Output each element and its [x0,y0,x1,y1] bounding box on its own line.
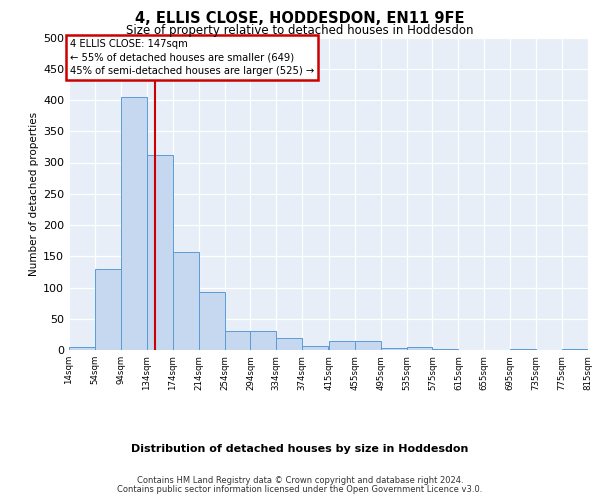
Bar [69,347,95,350]
Bar [95,269,121,350]
Text: 4, ELLIS CLOSE, HODDESDON, EN11 9FE: 4, ELLIS CLOSE, HODDESDON, EN11 9FE [135,11,465,26]
Text: Size of property relative to detached houses in Hoddesdon: Size of property relative to detached ho… [126,24,474,37]
Text: 4 ELLIS CLOSE: 147sqm
← 55% of detached houses are smaller (649)
45% of semi-det: 4 ELLIS CLOSE: 147sqm ← 55% of detached … [70,40,314,76]
Text: Contains HM Land Registry data © Crown copyright and database right 2024.: Contains HM Land Registry data © Crown c… [137,476,463,485]
Bar [277,338,302,350]
Bar [407,347,433,350]
Bar [224,331,250,350]
Bar [355,341,380,350]
Text: Contains public sector information licensed under the Open Government Licence v3: Contains public sector information licen… [118,485,482,494]
Bar [147,155,173,350]
Bar [173,252,199,350]
Text: Distribution of detached houses by size in Hoddesdon: Distribution of detached houses by size … [131,444,469,454]
Bar [121,97,147,350]
Y-axis label: Number of detached properties: Number of detached properties [29,112,39,276]
Bar [380,348,407,350]
Bar [329,341,355,350]
Bar [199,292,224,350]
Bar [302,346,328,350]
Bar [510,349,536,350]
Bar [250,331,277,350]
